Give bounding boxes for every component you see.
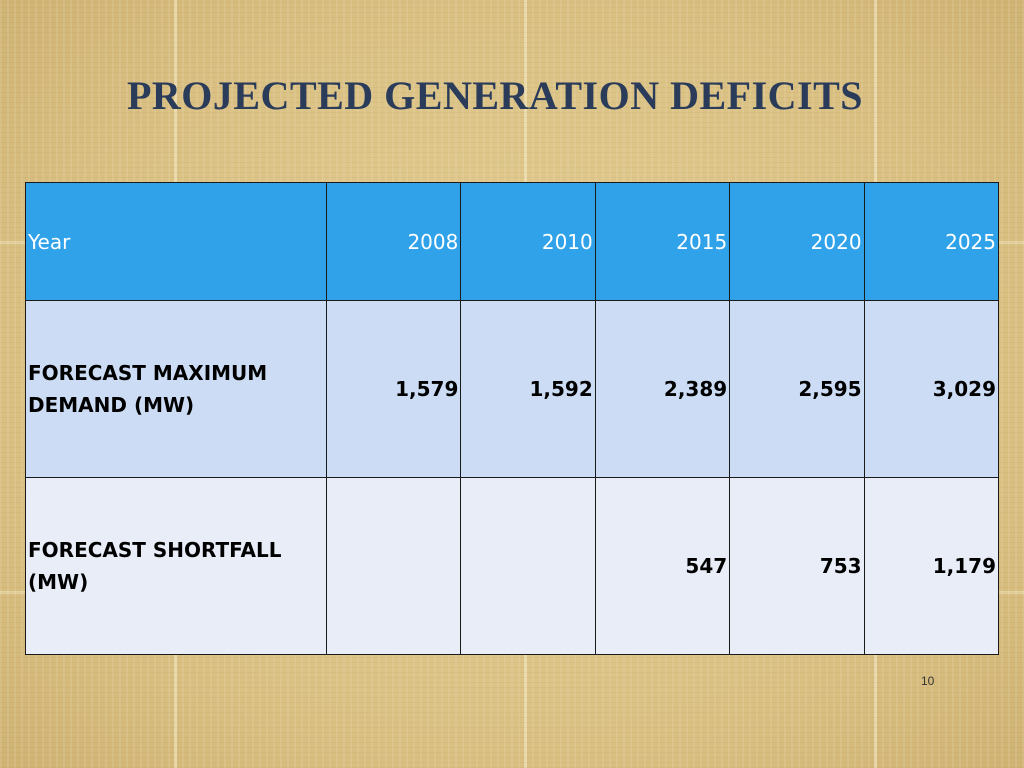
table-cell [460,477,596,655]
header-year-label: Year [25,182,327,301]
header-year-cell: 2020 [729,182,865,301]
table-cell: 753 [729,477,865,655]
slide-title: PROJECTED GENERATION DEFICITS [126,73,864,118]
table-cell: 2,595 [729,300,865,478]
row-label-max-demand: FORECAST MAXIMUM DEMAND (MW) [25,300,327,478]
generation-deficits-table: Year 2008 2010 2015 2020 2025 FORECAST M… [25,182,1000,655]
table-header-row: Year 2008 2010 2015 2020 2025 [25,182,1000,301]
page-number: 10 [921,674,935,688]
table-row-max-demand: FORECAST MAXIMUM DEMAND (MW) 1,579 1,592… [25,300,1000,478]
header-year-cell: 2010 [460,182,596,301]
table-cell: 1,579 [325,300,462,478]
table-cell: 3,029 [863,300,1000,478]
header-year-cell: 2008 [325,182,462,301]
header-year-cell: 2025 [863,182,1000,301]
row-label-shortfall: FORECAST SHORTFALL (MW) [25,477,327,655]
table-row-shortfall: FORECAST SHORTFALL (MW) 547 753 1,179 [25,477,1000,655]
table-cell: 1,592 [460,300,596,478]
table-cell: 547 [594,477,731,655]
header-year-cell: 2015 [594,182,731,301]
table-cell: 2,389 [594,300,731,478]
table-cell [325,477,462,655]
table-cell: 1,179 [863,477,1000,655]
